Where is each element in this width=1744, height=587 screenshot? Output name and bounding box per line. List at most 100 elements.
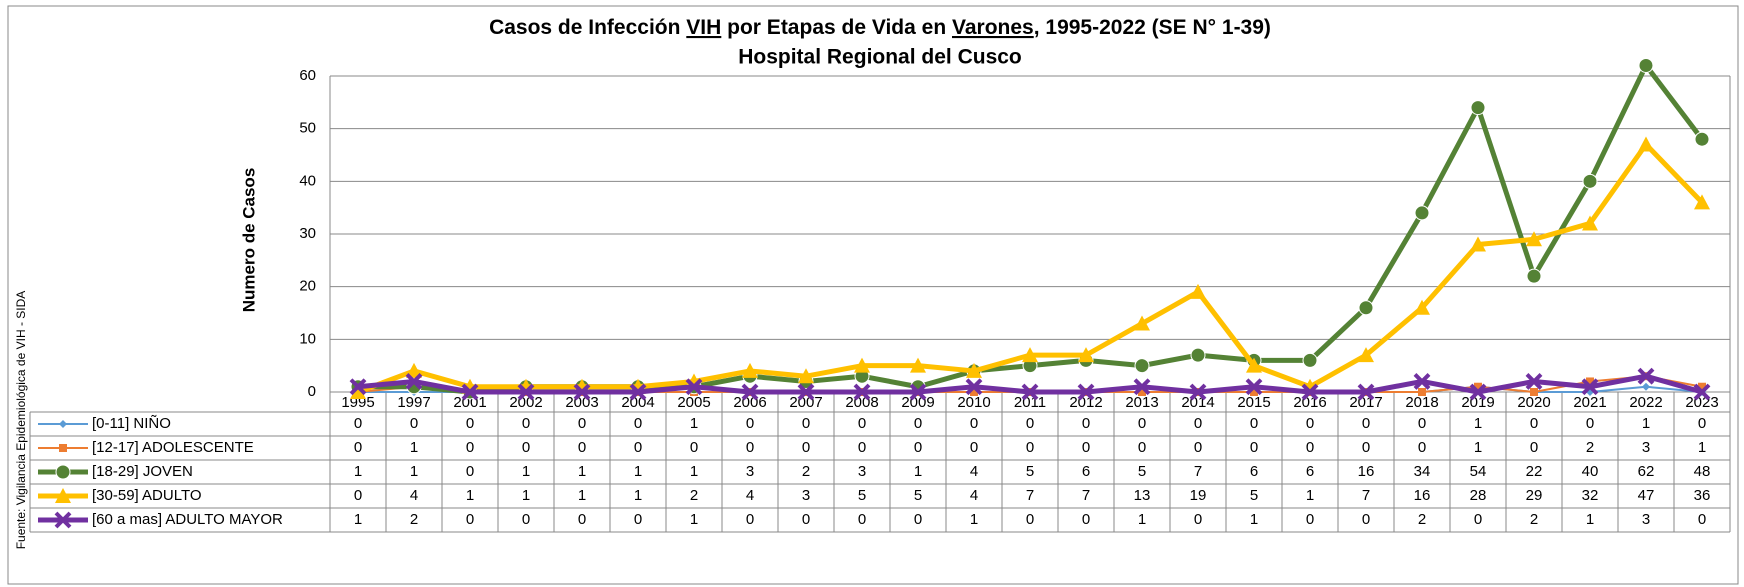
x-tick-label: 1995 [341,394,374,411]
marker [1642,382,1650,391]
table-value: 0 [1306,415,1314,432]
marker [1469,383,1487,401]
table-value: 0 [690,439,698,456]
title-part: VIH [686,16,721,39]
marker [1301,383,1319,401]
x-tick-label: 2016 [1293,394,1326,411]
table-value: 16 [1358,463,1375,480]
table-value: 1 [354,463,362,480]
marker [405,373,423,390]
table-value: 1 [410,439,418,456]
table-value: 3 [858,463,866,480]
table-value: 0 [578,511,586,528]
table-value: 1 [690,511,698,528]
x-tick-label: 2015 [1237,394,1270,411]
table-value: 47 [1638,487,1655,504]
x-tick-label: 1997 [397,394,430,411]
y-tick-label: 20 [299,278,316,295]
marker [1638,136,1654,152]
x-tick-label: 2002 [509,394,542,411]
table-value: 1 [1250,511,1258,528]
marker [1357,383,1375,401]
table-value: 2 [1530,511,1538,528]
x-tick-label: 2004 [621,394,654,411]
table-value: 1 [522,487,530,504]
table-value: 34 [1414,463,1431,480]
table-value: 0 [746,511,754,528]
marker [910,357,926,373]
marker [54,511,72,529]
table-value: 2 [410,511,418,528]
title-part: Casos de Infección [489,16,686,39]
marker [742,362,758,378]
table-value: 3 [1642,511,1650,528]
table-value: 5 [914,487,922,504]
table-value: 0 [634,439,642,456]
x-tick-label: 2012 [1069,394,1102,411]
marker [1302,352,1318,368]
marker [1470,236,1486,252]
marker [59,420,67,428]
marker [1525,373,1543,390]
title-part: por Etapas de Vida en [721,16,952,39]
marker [1530,388,1538,396]
table-value: 48 [1694,463,1711,480]
table-value: 1 [634,487,642,504]
table-value: 0 [466,511,474,528]
marker [1637,367,1655,385]
table-value: 4 [970,463,978,480]
table-value: 1 [1306,487,1314,504]
table-value: 0 [746,439,754,456]
marker [1077,383,1095,401]
table-value: 0 [466,415,474,432]
marker [1133,378,1151,396]
legend-label: [60 a mas] ADULTO MAYOR [92,511,283,528]
table-value: 1 [522,463,530,480]
x-tick-label: 2022 [1629,394,1662,411]
marker [1694,194,1710,210]
table-value: 32 [1582,487,1599,504]
table-value: 1 [1474,415,1482,432]
table-value: 0 [1138,415,1146,432]
table-value: 0 [1082,511,1090,528]
marker [854,357,870,373]
table-value: 0 [1698,511,1706,528]
marker [1414,205,1430,221]
marker [1190,347,1206,363]
table-value: 0 [1194,511,1202,528]
series-line [358,62,1704,395]
marker [970,388,978,396]
marker [55,464,71,480]
table-value: 0 [1362,511,1370,528]
marker [1474,382,1482,391]
marker [1470,100,1486,116]
table-value: 62 [1638,463,1655,480]
marker [1358,347,1374,363]
marker [1021,383,1039,401]
y-axis-label: Numero de Casos [239,168,258,313]
table-value: 0 [858,511,866,528]
y-tick-label: 50 [299,120,316,137]
marker [1638,57,1654,73]
x-tick-label: 2014 [1181,394,1214,411]
table-value: 29 [1526,487,1543,504]
y-tick-label: 40 [299,172,316,189]
legend-label: [30-59] ADULTO [92,487,202,504]
marker [1022,347,1038,363]
table-value: 1 [690,415,698,432]
table-value: 0 [354,487,362,504]
marker [1413,373,1431,390]
table-value: 0 [1362,439,1370,456]
x-tick-label: 2001 [453,394,486,411]
table-value: 0 [970,415,978,432]
chart-title: Casos de Infección VIH por Etapas de Vid… [489,16,1271,39]
chart-frame [7,5,1739,585]
y-tick-label: 0 [308,383,316,400]
x-tick-label: 2019 [1461,394,1494,411]
table-value: 0 [802,415,810,432]
table-value: 1 [690,463,698,480]
marker [1358,300,1374,316]
table-value: 13 [1134,487,1151,504]
table-value: 1 [1642,415,1650,432]
marker [350,384,366,399]
